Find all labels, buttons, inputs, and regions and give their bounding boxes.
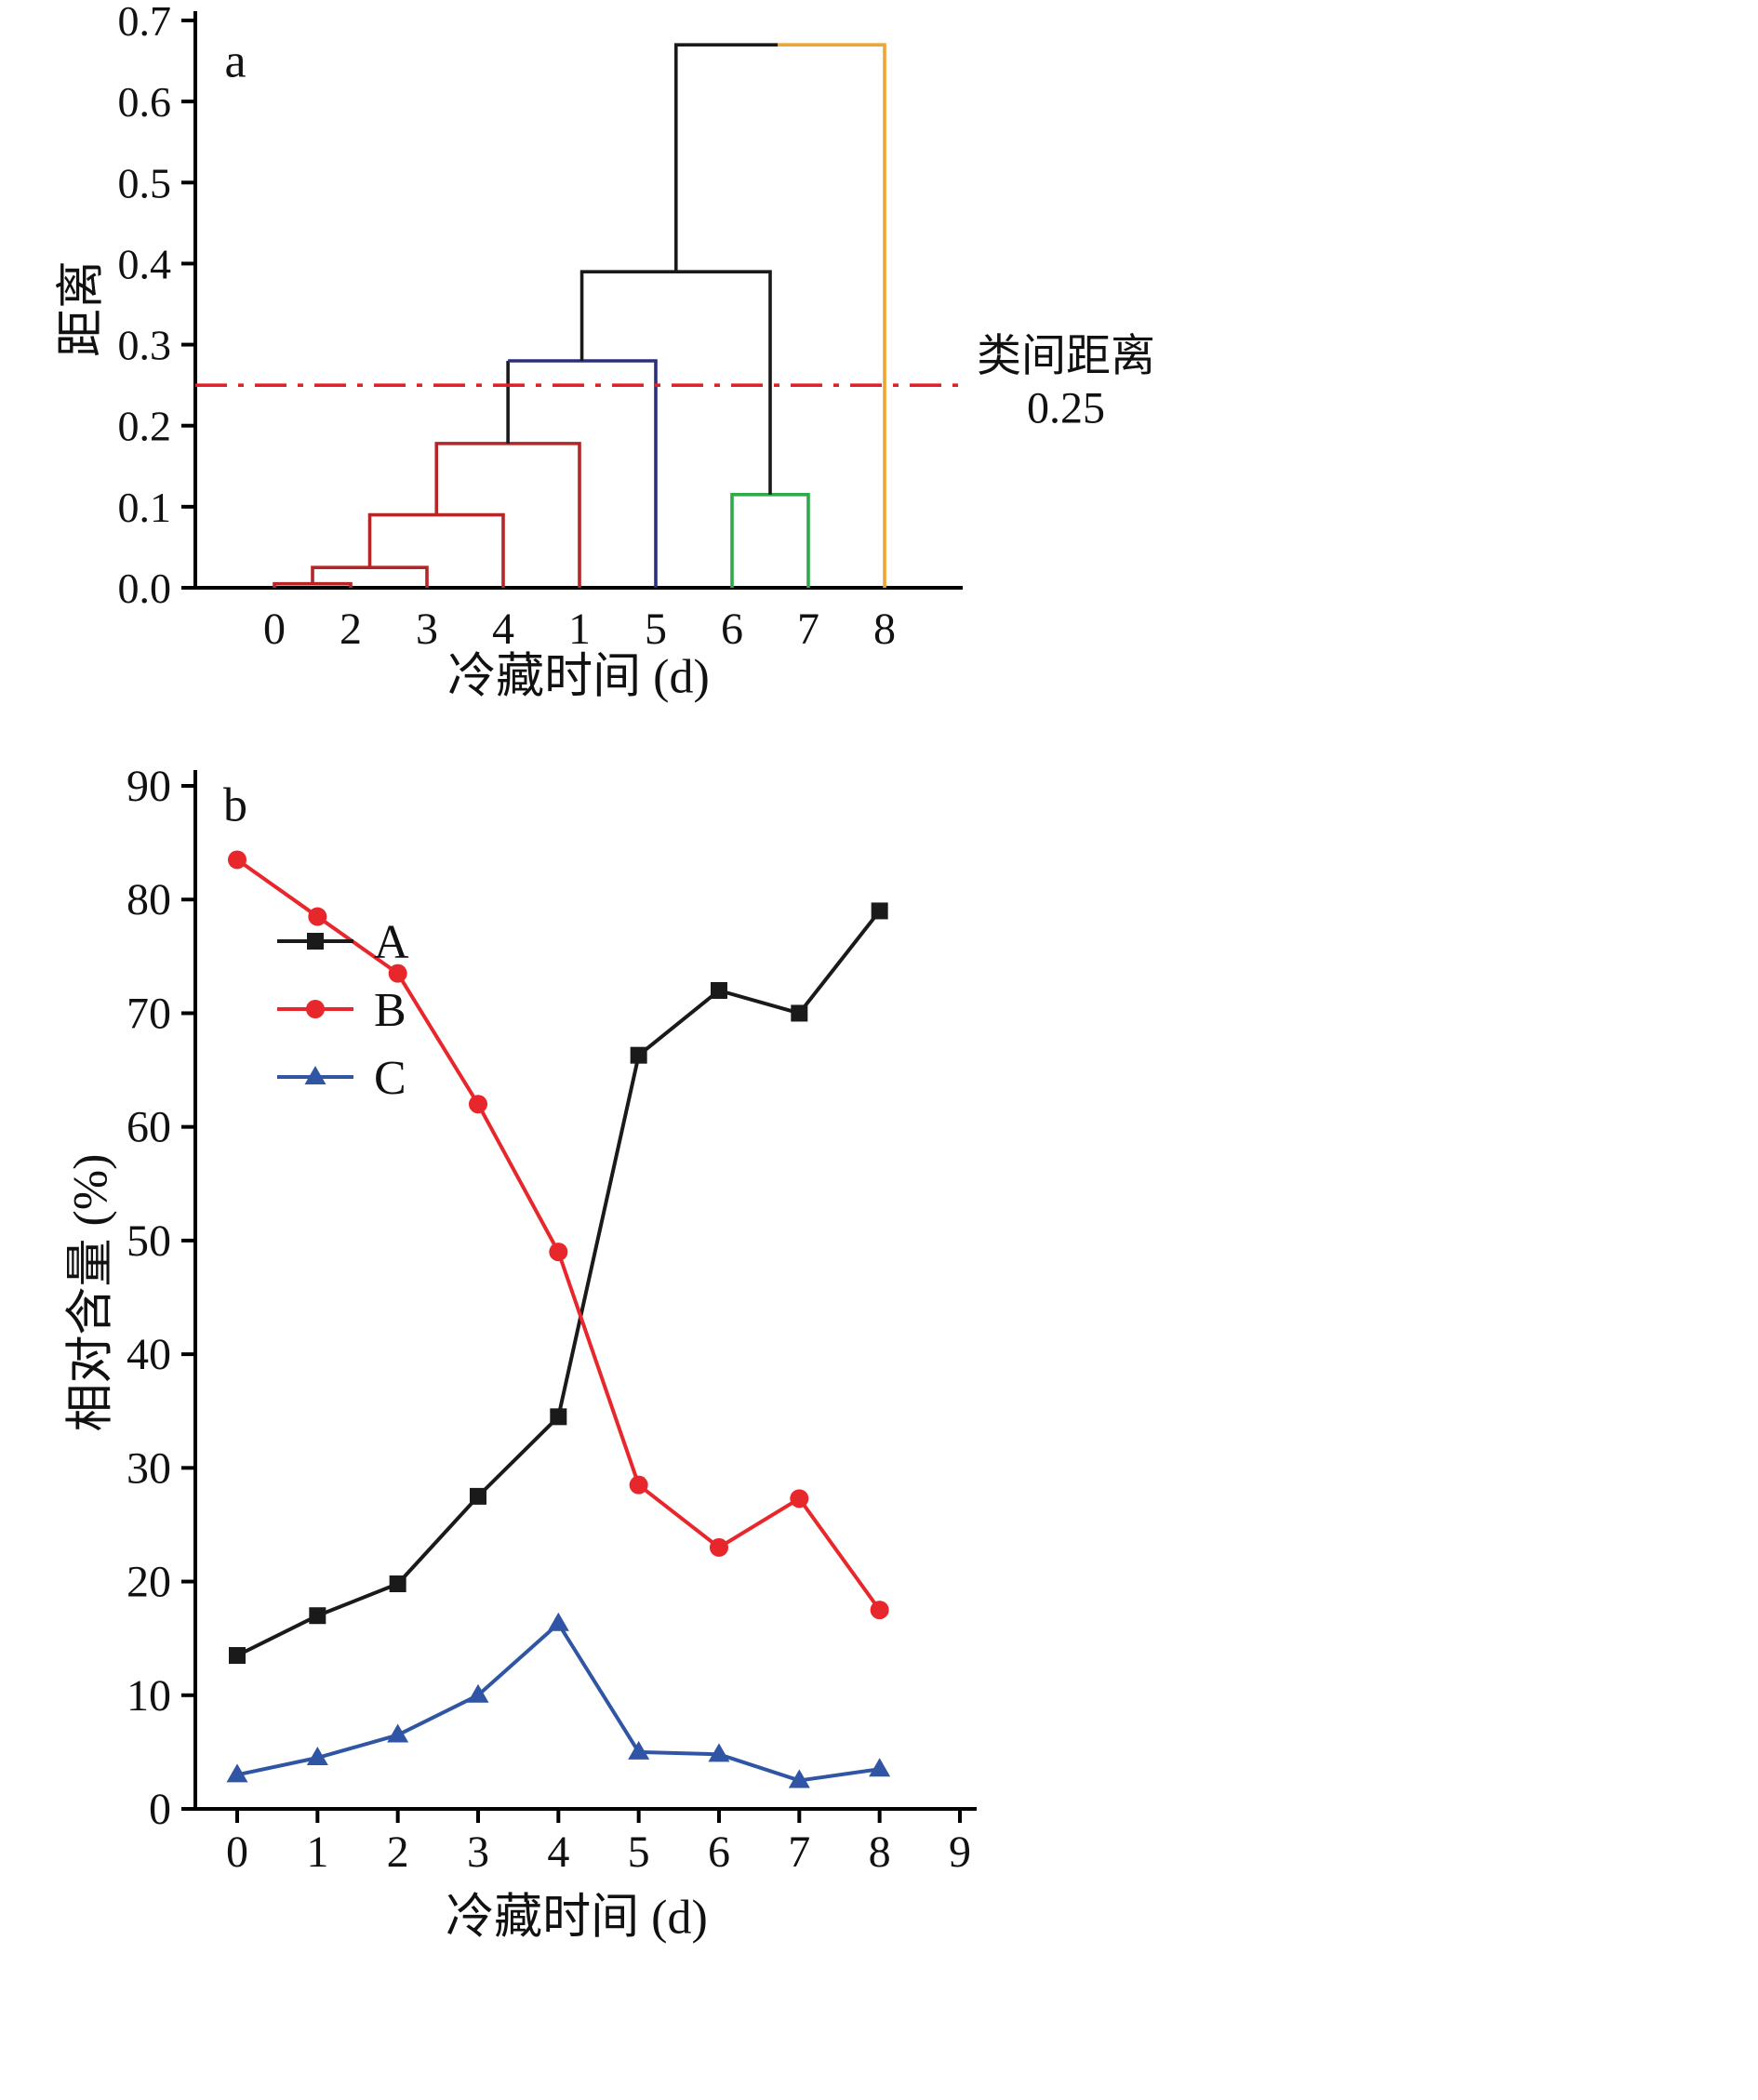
svg-text:70: 70 — [127, 989, 171, 1038]
svg-text:9: 9 — [949, 1828, 971, 1877]
svg-text:0.5: 0.5 — [118, 159, 172, 206]
svg-text:30: 30 — [127, 1443, 171, 1493]
svg-text:0.1: 0.1 — [118, 484, 172, 531]
svg-text:8: 8 — [873, 605, 896, 654]
threshold-annotation-value: 0.25 — [1027, 383, 1105, 433]
svg-text:50: 50 — [127, 1216, 171, 1266]
svg-text:6: 6 — [708, 1828, 730, 1877]
svg-text:60: 60 — [127, 1103, 171, 1152]
threshold-annotation-text: 类间距离 — [976, 331, 1156, 381]
svg-text:20: 20 — [127, 1558, 171, 1607]
svg-text:3: 3 — [467, 1828, 489, 1877]
svg-text:0.7: 0.7 — [118, 0, 172, 45]
svg-text:10: 10 — [127, 1671, 171, 1721]
svg-text:2: 2 — [387, 1828, 409, 1877]
svg-text:8: 8 — [869, 1828, 891, 1877]
svg-text:0: 0 — [263, 605, 286, 654]
svg-text:B: B — [374, 984, 406, 1037]
svg-text:A: A — [374, 916, 409, 969]
svg-text:5: 5 — [645, 605, 667, 654]
panel-b-x-axis-title: 冷藏时间 (d) — [446, 1891, 708, 1945]
svg-text:3: 3 — [416, 605, 438, 654]
svg-text:7: 7 — [797, 605, 819, 654]
svg-text:0.3: 0.3 — [118, 322, 172, 369]
svg-text:0: 0 — [149, 1785, 171, 1834]
svg-text:7: 7 — [788, 1828, 810, 1877]
svg-text:0: 0 — [226, 1828, 248, 1877]
svg-text:6: 6 — [721, 605, 743, 654]
svg-text:90: 90 — [127, 762, 171, 811]
svg-text:0.2: 0.2 — [118, 403, 172, 450]
svg-text:0.6: 0.6 — [118, 78, 172, 126]
svg-text:4: 4 — [547, 1828, 569, 1877]
svg-text:0.4: 0.4 — [118, 240, 172, 287]
svg-text:1: 1 — [568, 605, 591, 654]
panel-b-y-axis-title: 相对含量 (%) — [64, 1153, 118, 1432]
svg-text:40: 40 — [127, 1330, 171, 1379]
svg-text:2: 2 — [340, 605, 362, 654]
svg-text:5: 5 — [628, 1828, 650, 1877]
svg-text:1: 1 — [306, 1828, 328, 1877]
panel-a-label: a — [224, 34, 246, 88]
panel-a-x-axis-title: 冷藏时间 (d) — [447, 650, 710, 704]
panel-b-label: b — [223, 778, 247, 832]
svg-text:0.0: 0.0 — [118, 565, 172, 612]
svg-text:C: C — [374, 1052, 406, 1105]
panel-a-y-axis-title: 距离 — [55, 259, 109, 358]
svg-text:80: 80 — [127, 875, 171, 924]
svg-text:4: 4 — [492, 605, 514, 654]
